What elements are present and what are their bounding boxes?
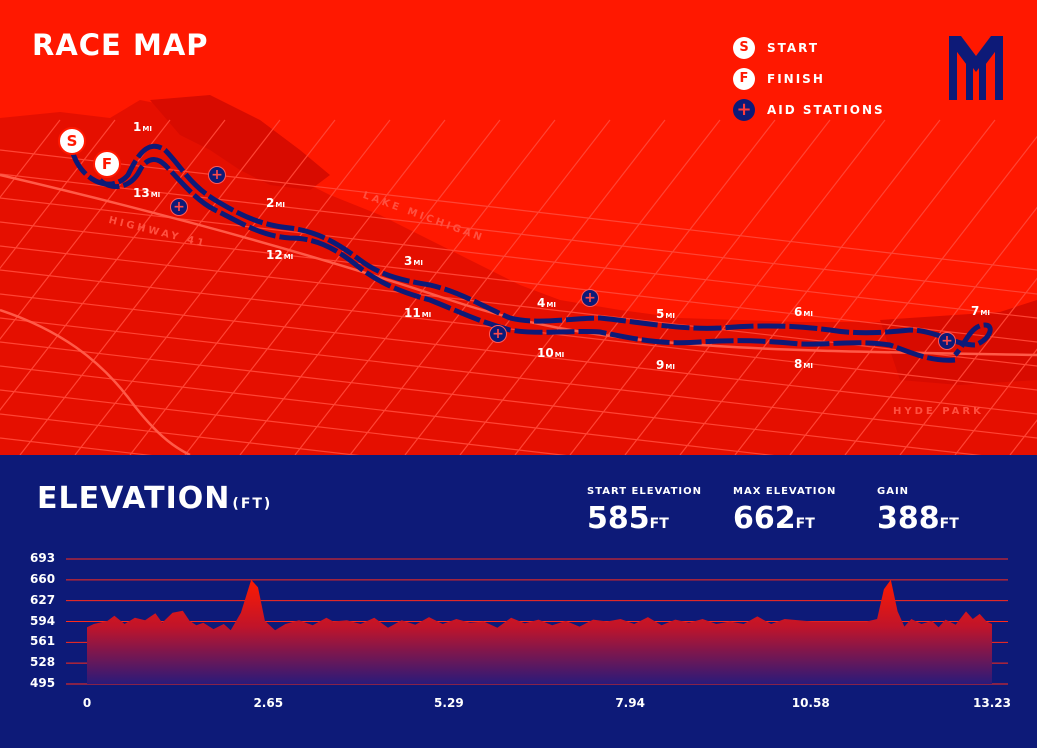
street-line: [0, 365, 775, 455]
y-tick-label: 594: [30, 613, 56, 628]
stat-label: START ELEVATION: [587, 486, 703, 497]
mile-marker-12: 12MI: [266, 248, 294, 262]
street-line: [0, 149, 1037, 271]
start-icon: S: [733, 36, 755, 59]
street-line: [0, 317, 1037, 439]
street-line: [184, 119, 446, 455]
street-line: [954, 348, 1037, 455]
finish-icon: F: [733, 67, 755, 90]
street-line: [844, 206, 1037, 455]
legend-start: S START: [733, 32, 885, 63]
x-tick-label: 5.29: [434, 696, 464, 710]
mile-marker-6: 6MI: [794, 305, 813, 319]
mile-marker-7: 7MI: [971, 304, 990, 318]
x-tick-label: 2.65: [253, 696, 284, 710]
street-line: [0, 245, 1037, 367]
elevation-area: [87, 579, 992, 684]
street-line: [0, 389, 567, 455]
y-tick-label: 528: [30, 655, 56, 670]
stat-label: MAX ELEVATION: [733, 486, 837, 497]
mile-marker-5: 5MI: [656, 307, 675, 321]
mile-marker-10: 10MI: [537, 346, 565, 360]
mile-marker-3: 3MI: [404, 254, 423, 268]
street-line: [0, 119, 116, 270]
street-grid: [0, 119, 1037, 455]
stat-value: 585FT: [587, 501, 669, 536]
aid-station-icon: +: [489, 325, 507, 343]
stat-start-elevation: START ELEVATION 585FT: [587, 486, 702, 536]
mile-marker-9: 9MI: [656, 358, 675, 372]
mile-marker-13: 13MI: [133, 186, 161, 200]
street-line: [624, 119, 886, 455]
elevation-unit: (FT): [232, 496, 273, 512]
street-line: [404, 119, 666, 455]
mile-marker-1: 1MI: [133, 120, 152, 134]
street-line: [0, 173, 1037, 295]
elevation-chart: [66, 558, 1008, 685]
x-tick-label: 13.23: [973, 696, 1011, 710]
aid-station-icon: +: [733, 98, 755, 121]
harbor: [150, 95, 330, 190]
street-line: [294, 119, 556, 455]
street-line: [74, 119, 336, 455]
highway-line: [0, 308, 191, 455]
mile-marker-11: 11MI: [404, 306, 432, 320]
x-tick-label: 7.94: [615, 696, 645, 710]
x-tick-label: 0: [82, 696, 92, 710]
aid-station-icon: +: [581, 289, 599, 307]
elevation-panel: ELEVATION (FT) START ELEVATION 585FT MAX …: [0, 455, 1037, 748]
street-line: [0, 221, 1037, 343]
legend-label: FINISH: [767, 71, 825, 86]
legend-label: START: [767, 40, 820, 55]
mile-marker-4: 4MI: [537, 296, 556, 310]
stat-label: GAIN: [877, 486, 910, 497]
y-tick-label: 561: [30, 634, 56, 649]
start-marker: S: [58, 127, 86, 155]
street-line: [0, 293, 1037, 415]
street-line: [514, 119, 776, 455]
legend-aid: + AID STATIONS: [733, 94, 885, 125]
street-line: [0, 341, 982, 455]
highway-line: [0, 173, 1037, 357]
stat-gain: GAIN 388FT: [877, 486, 959, 536]
course-route-back: [98, 157, 956, 363]
y-tick-label: 627: [30, 592, 56, 607]
street-line: [679, 119, 941, 455]
stat-value: 388FT: [877, 501, 959, 536]
mile-marker-2: 2MI: [266, 196, 285, 210]
aid-station-icon: +: [170, 198, 188, 216]
mile-marker-8: 8MI: [794, 357, 813, 371]
elevation-title: ELEVATION (FT): [37, 481, 273, 516]
shore-land: [0, 100, 1037, 455]
legend-label: AID STATIONS: [767, 102, 885, 117]
street-line: [0, 119, 226, 411]
street-line: [789, 135, 1037, 455]
y-tick-label: 660: [30, 571, 56, 586]
street-line: [459, 119, 721, 455]
finish-marker: F: [93, 150, 121, 178]
x-tick-label: 10.58: [791, 696, 830, 710]
street-line: [899, 277, 1037, 455]
legend-finish: F FINISH: [733, 63, 885, 94]
aid-station-icon: +: [208, 166, 226, 184]
stat-max-elevation: MAX ELEVATION 662FT: [733, 486, 836, 536]
map-legend: S START F FINISH + AID STATIONS: [733, 32, 885, 125]
map-canvas: [0, 95, 1037, 455]
y-tick-label: 495: [30, 676, 56, 690]
stat-value: 662FT: [733, 501, 815, 536]
brand-logo: [949, 36, 1003, 100]
street-line: [734, 119, 996, 455]
course-route-out: [69, 143, 993, 357]
race-map: RACE MAP S START F FINISH + AID STATIONS…: [0, 0, 1037, 455]
street-line: [569, 119, 831, 455]
street-line: [0, 413, 360, 455]
park-label: HYDE PARK: [893, 406, 984, 417]
y-tick-label: 693: [30, 551, 56, 565]
street-line: [129, 119, 391, 455]
aid-station-icon: +: [938, 332, 956, 350]
street-line: [349, 119, 611, 455]
map-title: RACE MAP: [32, 28, 209, 62]
